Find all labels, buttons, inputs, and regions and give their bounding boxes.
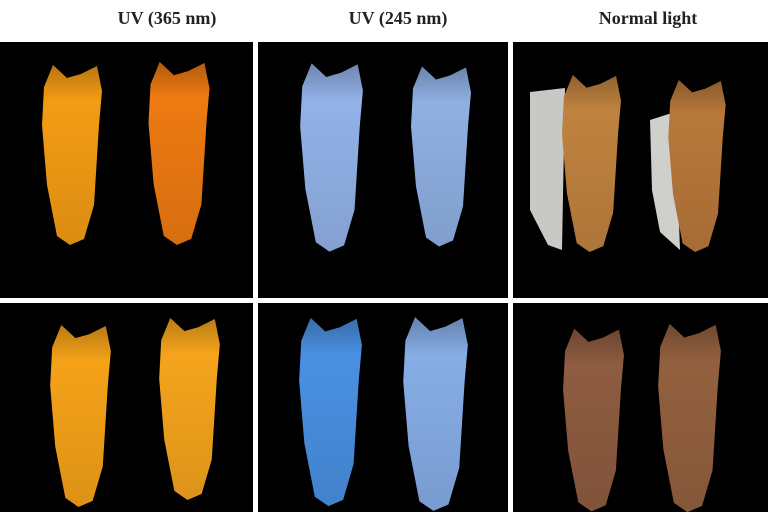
panel	[258, 42, 508, 298]
panel	[513, 303, 768, 512]
column-header: Normal light	[599, 8, 698, 28]
column-header: UV (365 nm)	[118, 8, 217, 29]
panel	[258, 303, 508, 512]
panel	[0, 42, 253, 298]
panels	[0, 42, 768, 512]
column-header: UV (245 nm)	[349, 8, 448, 29]
backdrop	[530, 88, 565, 250]
